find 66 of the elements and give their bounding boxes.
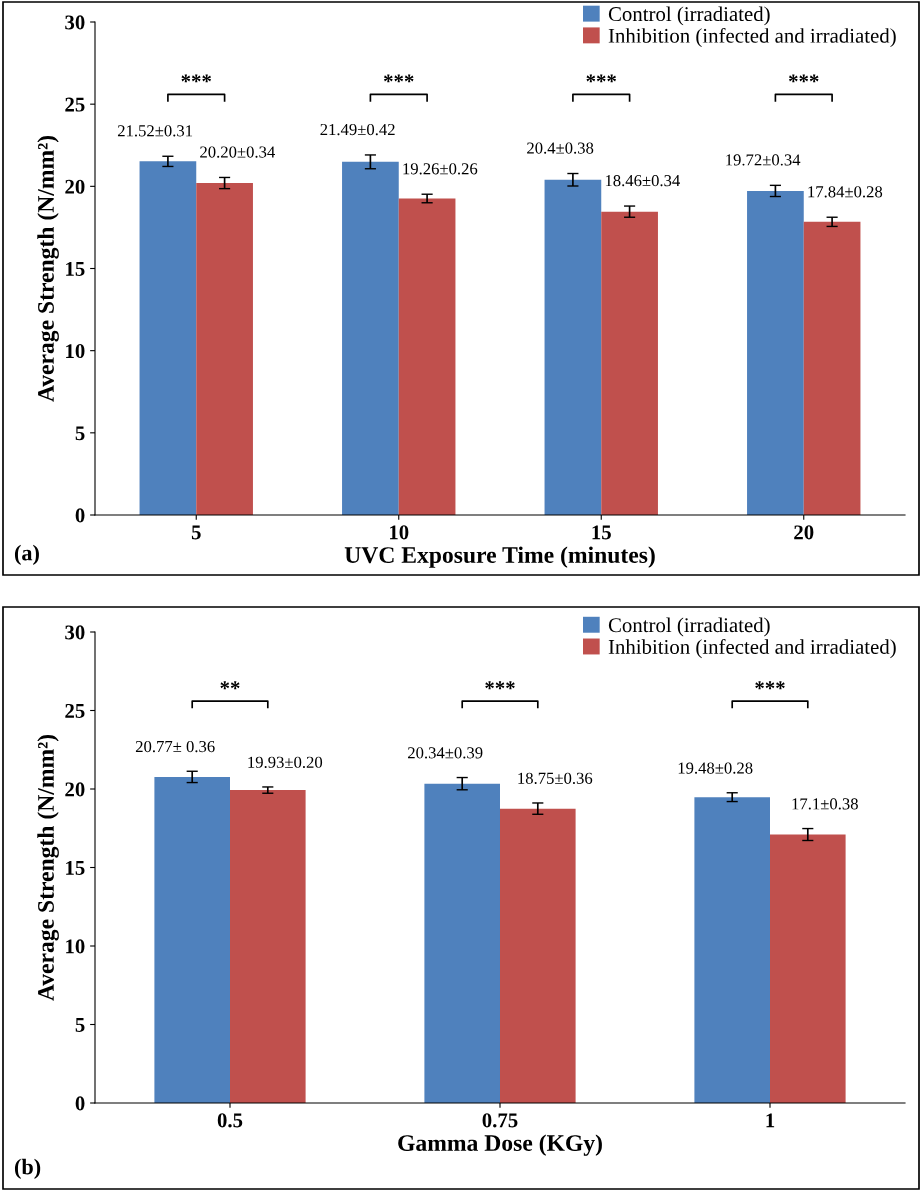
x-tick-label: 5 [191, 525, 201, 540]
y-axis-title: Average Strength (N/mm²) [37, 135, 59, 402]
data-label: 21.52±0.31 [117, 125, 193, 137]
annotation: *** [788, 74, 819, 83]
data-label: 20.34±0.39 [408, 747, 483, 759]
y-tick-label: 5 [75, 1018, 85, 1032]
data-label: 18.75±0.36 [518, 772, 593, 784]
bar [139, 161, 197, 515]
y-tick-label: 30 [65, 625, 85, 640]
y-tick-label: 10 [66, 344, 85, 359]
text: (a) [14, 544, 39, 565]
x-tick-label: 10 [390, 525, 409, 540]
y-tick-label: 25 [65, 703, 85, 718]
legend-label: Control (irradiated) [608, 6, 770, 26]
annotation: ** [220, 681, 240, 690]
annotation: *** [755, 681, 785, 690]
annotation: *** [383, 74, 414, 83]
bar [747, 190, 804, 515]
x-tick-label: 0.75 [482, 1113, 518, 1128]
y-tick-label: 10 [66, 939, 85, 954]
data-label: 21.49±0.42 [320, 123, 395, 136]
y-tick-label: 20 [65, 782, 85, 797]
y-tick-label: 5 [75, 426, 85, 441]
y-tick-label: 0 [75, 508, 85, 523]
data-label: 17.1±0.38 [792, 798, 858, 810]
legend-label: Control (irradiated) [608, 617, 770, 637]
data-label: 20.77± 0.36 [135, 740, 215, 753]
y-tick-label: 25 [65, 97, 85, 112]
x-axis-title: UVC Exposure Time (minutes) [344, 546, 655, 568]
y-tick-label: 30 [65, 15, 85, 30]
text: (b) [14, 1158, 41, 1179]
bar [342, 161, 399, 515]
data-label: 19.93±0.20 [248, 756, 323, 768]
y-tick-label: 20 [65, 179, 85, 194]
bar [500, 808, 576, 1103]
annotation: *** [181, 74, 212, 83]
x-tick-label: 0.5 [217, 1113, 243, 1128]
y-axis-title: Average Strength (N/mm²) [37, 734, 59, 1001]
annotation: *** [485, 681, 515, 690]
bar [770, 834, 846, 1103]
data-label: 19.26±0.26 [403, 163, 478, 175]
bar [154, 776, 230, 1103]
annotation: *** [586, 74, 617, 83]
x-axis-title: Gamma Dose (KGy) [398, 1134, 602, 1156]
bar [230, 790, 306, 1103]
data-label: 17.84±0.28 [808, 186, 883, 198]
bar [398, 198, 456, 515]
bar [694, 797, 770, 1103]
data-label: 18.46±0.34 [605, 174, 680, 187]
x-tick-label: 15 [592, 525, 611, 540]
bar [601, 211, 658, 515]
y-tick-label: 15 [66, 261, 85, 276]
bar [544, 179, 602, 515]
data-label: 20.4±0.38 [527, 142, 594, 154]
legend-label: Inhibition (infected and irradiated) [608, 27, 896, 48]
legend-label: Inhibition (infected and irradiated) [608, 639, 896, 659]
bar [196, 183, 253, 515]
x-tick-label: 20 [794, 525, 814, 540]
bar [424, 783, 500, 1103]
x-tick-label: 1 [766, 1113, 775, 1128]
data-label: 19.48±0.28 [678, 762, 753, 774]
y-tick-label: 15 [66, 860, 85, 875]
y-tick-label: 0 [75, 1096, 85, 1111]
data-label: 19.72±0.34 [726, 154, 801, 166]
bar [803, 221, 861, 515]
data-label: 20.20±0.34 [200, 146, 275, 158]
